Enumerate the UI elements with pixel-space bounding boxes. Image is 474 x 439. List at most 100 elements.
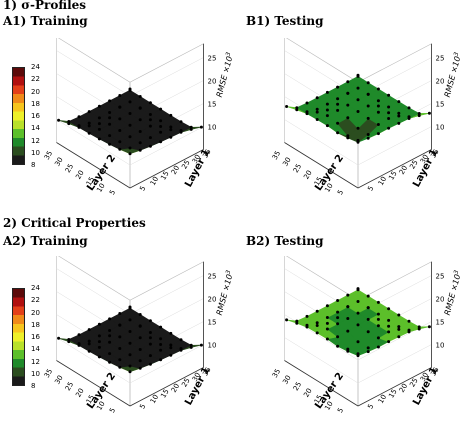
- data-point: [169, 125, 173, 129]
- data-point: [57, 118, 61, 122]
- data-point: [169, 353, 173, 357]
- data-point: [97, 322, 101, 326]
- axis-line-layer1: [357, 367, 432, 407]
- data-point: [417, 112, 421, 115]
- layer1-tick-label: 35: [201, 148, 212, 160]
- data-point: [387, 93, 391, 97]
- data-point: [376, 336, 380, 340]
- data-point: [118, 335, 122, 339]
- data-point: [336, 102, 340, 106]
- data-point: [159, 107, 163, 111]
- data-point: [128, 123, 132, 127]
- layer1-tick-label: 35: [201, 366, 212, 378]
- data-point: [118, 117, 122, 121]
- data-point: [346, 349, 350, 353]
- rmse-tick-label: 10: [436, 124, 445, 132]
- data-point: [148, 319, 152, 323]
- colorbar-tick-label: 18: [31, 99, 40, 108]
- data-point: [305, 112, 309, 116]
- layer1-tick-label: 10: [149, 393, 160, 405]
- rmse-axis-exponent: 3: [453, 269, 461, 275]
- data-point: [108, 317, 112, 321]
- wall-gridline: [284, 337, 432, 384]
- axis-line-layer1: [129, 149, 204, 189]
- data-point: [118, 94, 122, 97]
- rmse-tick-label: 25: [208, 273, 217, 281]
- colorbar-tick-label: 22: [31, 75, 40, 84]
- rmse-tick-label: 25: [436, 273, 445, 281]
- data-point: [169, 346, 173, 350]
- data-point: [346, 317, 350, 320]
- data-point: [118, 323, 122, 327]
- layer2-tick-label: 30: [53, 156, 64, 168]
- data-point: [285, 318, 289, 322]
- layer2-tick-label: 25: [64, 163, 75, 175]
- panel-title-b1: B1) Testing: [246, 14, 324, 28]
- data-point: [336, 97, 340, 101]
- data-point: [285, 105, 289, 108]
- data-point: [97, 122, 101, 126]
- data-point: [189, 343, 193, 347]
- surface-plot-b1: 5510101515202025253030353525201510Layer …: [271, 38, 463, 196]
- data-point: [325, 327, 329, 331]
- colorbar-tick-label: 16: [31, 112, 40, 120]
- layer2-tick-label: 15: [85, 394, 96, 406]
- layer2-tick-label: 35: [43, 368, 54, 380]
- data-point: [305, 314, 309, 318]
- data-point: [128, 318, 132, 322]
- data-point: [366, 350, 370, 354]
- data-point: [199, 343, 203, 347]
- data-point: [397, 114, 401, 118]
- layer1-tick-label: 30: [419, 371, 430, 383]
- data-point: [108, 111, 112, 114]
- data-point: [346, 116, 350, 120]
- data-point: [376, 345, 380, 349]
- data-point: [366, 116, 370, 120]
- colorbar-tick-label: 22: [31, 296, 40, 305]
- data-point: [325, 316, 329, 319]
- data-point: [376, 324, 380, 328]
- data-point: [128, 146, 132, 150]
- data-point: [315, 331, 319, 335]
- data-point: [366, 133, 370, 136]
- data-point: [108, 360, 112, 364]
- data-point: [376, 87, 380, 91]
- rmse-tick-label: 20: [436, 78, 445, 86]
- layer1-tick-label: 15: [387, 388, 398, 400]
- data-point: [138, 336, 142, 340]
- data-point: [97, 104, 101, 108]
- data-point: [356, 110, 360, 113]
- data-point: [199, 125, 203, 129]
- data-point: [336, 299, 340, 302]
- data-point: [346, 134, 350, 138]
- layer1-tick-label: 25: [408, 377, 419, 389]
- data-point: [159, 325, 163, 329]
- data-point: [148, 144, 152, 148]
- data-point: [87, 131, 91, 135]
- data-point: [315, 96, 319, 100]
- layer1-tick-label: 25: [180, 159, 191, 171]
- colorbar-top: [12, 67, 25, 165]
- colorbar-tick-label: 14: [31, 124, 40, 133]
- data-point: [159, 358, 163, 362]
- data-point: [67, 120, 71, 123]
- surface-plot-a1: 5510101515202025253030353525201510Layer …: [43, 38, 235, 196]
- data-point: [169, 343, 173, 347]
- data-point: [397, 313, 401, 317]
- data-point: [346, 136, 350, 140]
- data-point: [169, 128, 173, 132]
- data-point: [346, 80, 350, 84]
- data-point: [336, 85, 340, 89]
- layer2-tick-label: 10: [95, 400, 106, 412]
- data-point: [387, 117, 391, 120]
- surface-plot-b2: 5510101515202025253030353525201510Layer …: [271, 256, 463, 414]
- data-point: [189, 127, 193, 131]
- data-point: [387, 324, 391, 328]
- data-point: [366, 104, 370, 108]
- data-point: [118, 140, 122, 144]
- data-point: [376, 317, 380, 321]
- data-point: [169, 113, 173, 117]
- data-point: [325, 304, 329, 308]
- data-point: [387, 105, 391, 109]
